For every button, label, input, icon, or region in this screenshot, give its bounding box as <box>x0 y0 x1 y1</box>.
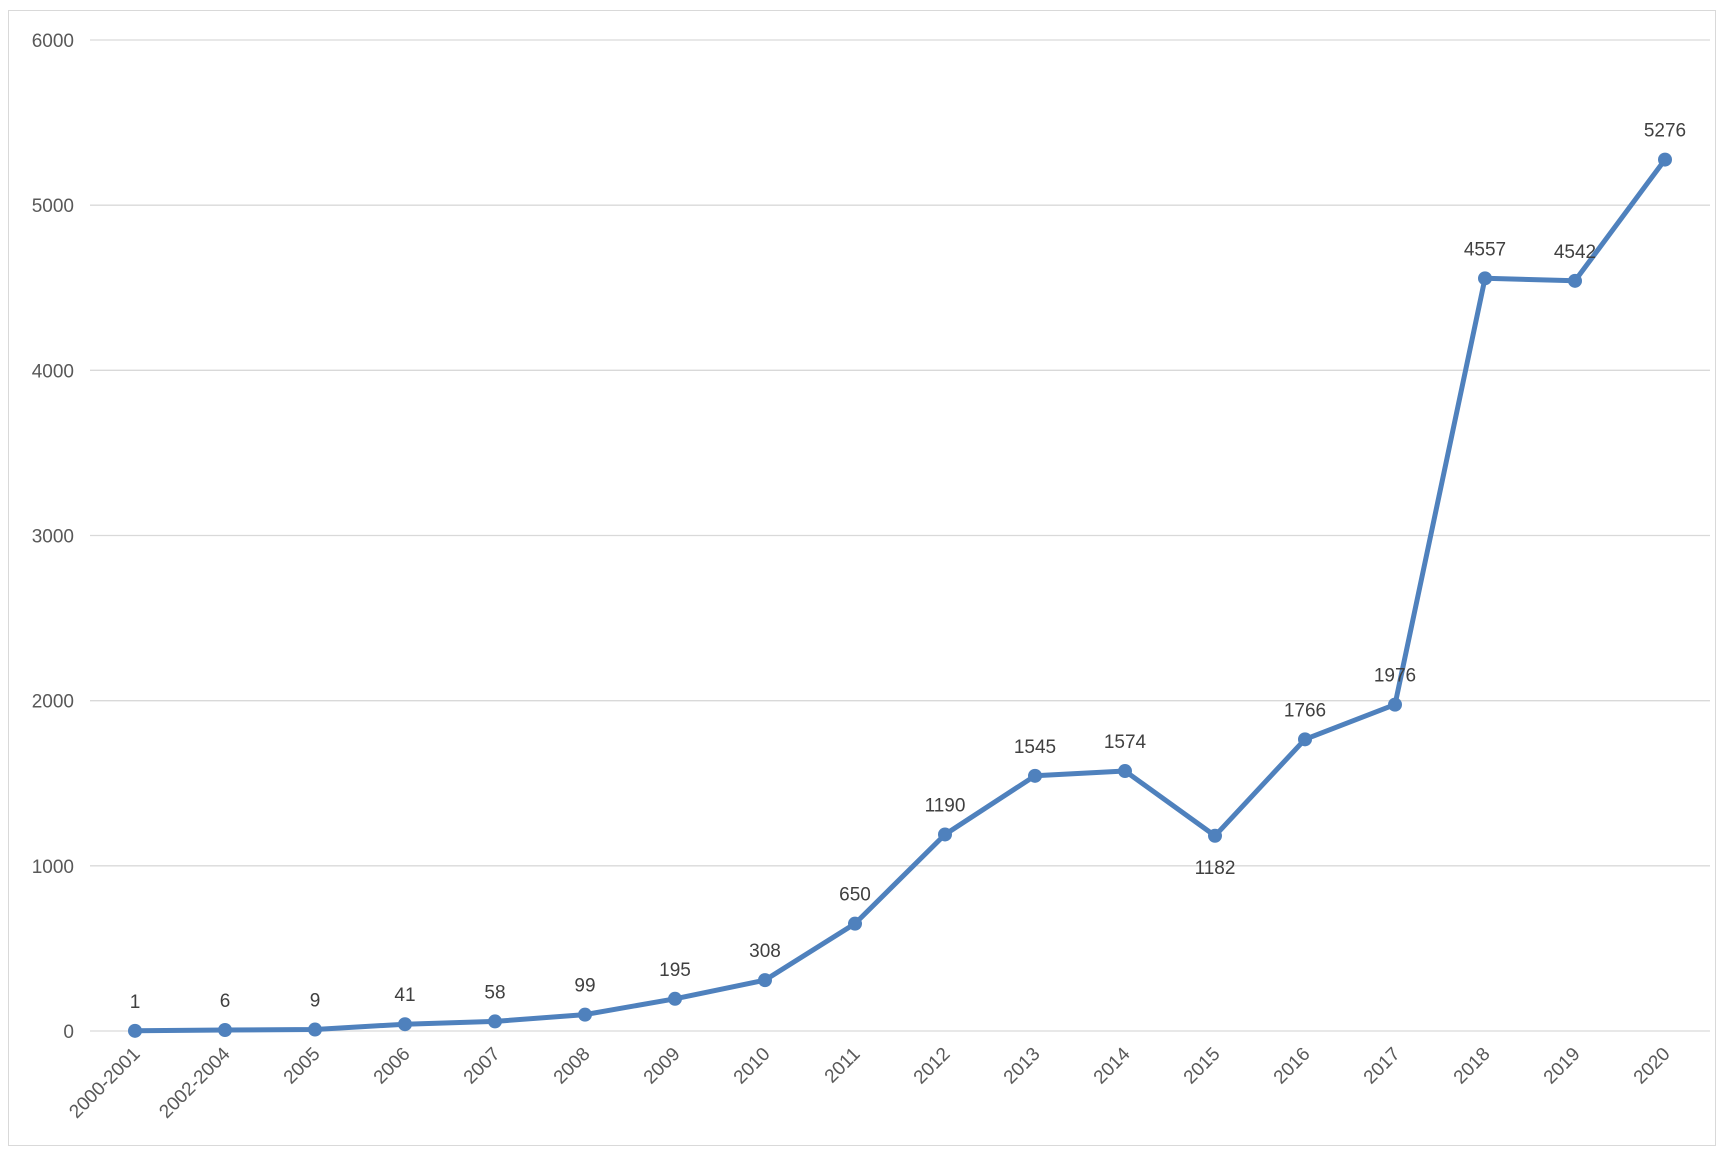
x-tick-label: 2015 <box>1180 1044 1225 1089</box>
data-label: 1574 <box>1104 732 1147 753</box>
data-label: 4557 <box>1464 239 1506 260</box>
y-tick-label: 1000 <box>32 857 74 878</box>
y-tick-label: 4000 <box>32 361 74 382</box>
x-tick-label: 2018 <box>1450 1044 1495 1089</box>
series-layer <box>128 152 1672 1038</box>
x-tick-label: 2017 <box>1360 1044 1405 1089</box>
data-labels: 1 6 9 41 58 99 195 308 650 1190 1545 1574 1182 1766 19… <box>130 121 1686 1013</box>
y-tick-label: 2000 <box>32 692 74 713</box>
x-tick-label: 2011 <box>821 1044 865 1088</box>
data-label: 308 <box>749 941 781 962</box>
y-tick-label: 3000 <box>32 527 74 548</box>
x-tick-label: 2005 <box>280 1044 325 1089</box>
data-point <box>488 1014 502 1029</box>
x-tick-label: 2007 <box>460 1044 505 1089</box>
data-point <box>1028 768 1042 783</box>
gridlines <box>90 39 1710 1032</box>
series-line <box>132 157 1668 1034</box>
data-label: 6 <box>220 991 231 1012</box>
x-tick-label: 2020 <box>1630 1044 1675 1089</box>
data-point <box>1208 828 1222 843</box>
data-point <box>1568 273 1582 288</box>
data-point <box>1118 764 1132 779</box>
data-point <box>1298 732 1312 747</box>
x-tick-label: 2013 <box>1000 1044 1045 1089</box>
data-label: 195 <box>659 960 691 981</box>
data-label: 41 <box>394 985 415 1006</box>
data-point <box>1658 152 1672 167</box>
data-label: 1545 <box>1014 737 1056 758</box>
x-axis-tick-labels: 2000-2001 2002-2004 2005 2006 2007 2008 2009 20… <box>65 1043 1674 1122</box>
y-tick-label: 6000 <box>32 31 74 52</box>
data-point <box>218 1023 232 1038</box>
data-point <box>308 1022 322 1037</box>
data-point <box>398 1017 412 1032</box>
data-label: 9 <box>310 991 321 1012</box>
x-tick-label: 2009 <box>640 1044 685 1089</box>
y-axis-tick-labels: 0 1000 2000 3000 4000 5000 6000 <box>32 31 74 1043</box>
data-label: 1190 <box>925 795 966 816</box>
x-tick-label: 2006 <box>370 1044 415 1089</box>
data-point <box>668 991 682 1006</box>
data-point <box>848 916 862 931</box>
x-tick-label: 2008 <box>550 1044 595 1089</box>
data-point <box>938 827 952 842</box>
x-tick-label: 2014 <box>1090 1043 1135 1088</box>
y-tick-label: 0 <box>63 1022 74 1043</box>
x-tick-label: 2019 <box>1540 1044 1585 1089</box>
data-label: 1766 <box>1284 700 1326 721</box>
data-point <box>578 1007 592 1022</box>
data-label: 99 <box>574 976 595 997</box>
x-tick-label: 2016 <box>1270 1044 1315 1089</box>
x-tick-label: 2000-2001 <box>65 1044 144 1123</box>
data-label: 5276 <box>1644 121 1686 142</box>
data-label: 4542 <box>1554 242 1596 263</box>
data-label: 58 <box>484 982 505 1003</box>
data-label: 1 <box>130 992 141 1013</box>
data-point <box>128 1023 142 1038</box>
x-tick-label: 2010 <box>730 1044 775 1089</box>
x-tick-label: 2002-2004 <box>155 1043 234 1122</box>
data-point <box>1478 271 1492 286</box>
y-tick-label: 5000 <box>32 196 74 217</box>
data-label: 1182 <box>1195 858 1236 879</box>
data-label: 650 <box>839 885 871 906</box>
chart-border <box>8 10 1716 1146</box>
data-label: 1976 <box>1374 666 1416 687</box>
data-point <box>1388 697 1402 712</box>
x-tick-label: 2012 <box>910 1044 955 1089</box>
data-point <box>758 973 772 988</box>
